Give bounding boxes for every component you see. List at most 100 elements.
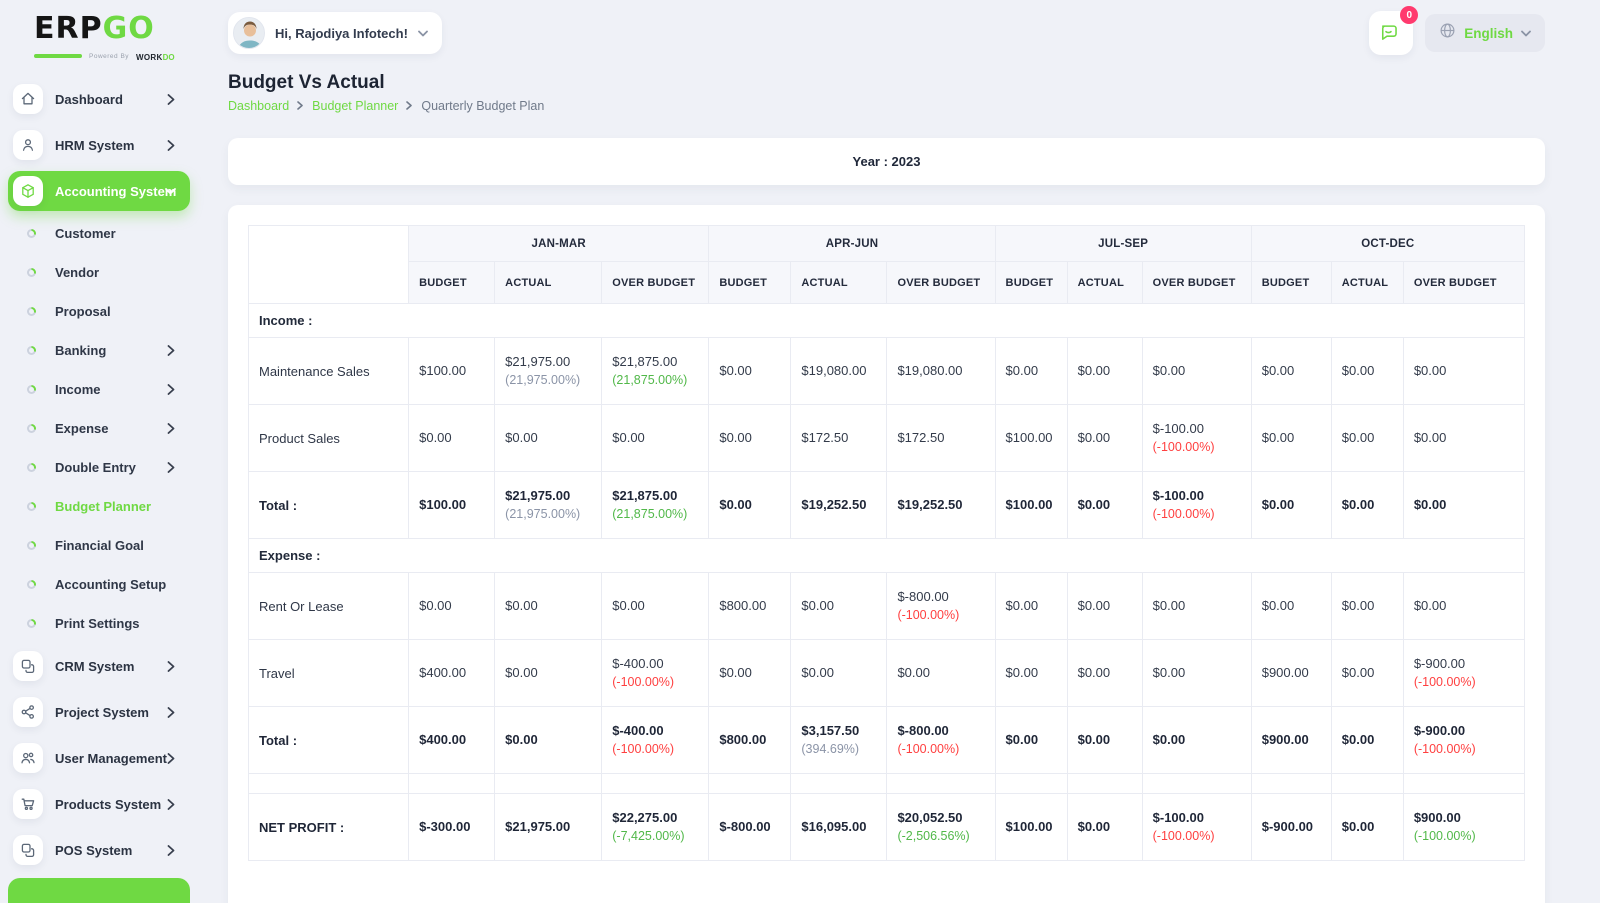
table-cell: $172.50	[886, 404, 996, 472]
sidebar-item-products-system[interactable]: Products System	[0, 781, 200, 827]
table-cell: $0.00	[1330, 793, 1404, 861]
sidebar-item-label: Customer	[55, 226, 116, 241]
table-cell: $21,975.00 (21,975.00%)	[494, 337, 603, 405]
sidebar-item-label: Financial Goal	[55, 538, 144, 553]
cart-icon	[13, 789, 43, 819]
pos-icon	[13, 835, 43, 865]
quarter-header-jul-sep: JUL-SEP	[994, 225, 1252, 262]
sidebar-item-proposal[interactable]: Proposal	[0, 292, 200, 331]
cube-icon	[13, 176, 43, 206]
sidebar-item-label: HRM System	[55, 137, 135, 153]
table-cell: $0.00	[408, 572, 496, 640]
sidebar-item-label: Vendor	[55, 265, 100, 280]
breadcrumb: Dashboard Budget Planner Quarterly Budge…	[228, 99, 1545, 113]
bullet-icon	[27, 619, 36, 628]
table-cell: $0.00	[1066, 572, 1143, 640]
language-selector[interactable]: English	[1425, 14, 1545, 52]
breadcrumb-dashboard[interactable]: Dashboard	[228, 99, 290, 113]
sidebar-item-label: Print Settings	[55, 616, 140, 631]
sidebar-item-crm-system[interactable]: CRM System	[0, 643, 200, 689]
table-cell: $0.00	[1066, 793, 1143, 861]
table-cell: $0.00	[708, 471, 792, 539]
quarter-header-jan-mar: JAN-MAR	[408, 225, 710, 262]
bullet-icon	[27, 229, 36, 238]
sidebar-item-partial[interactable]	[8, 878, 190, 903]
bullet-icon	[27, 463, 36, 472]
sidebar-item-dashboard[interactable]: Dashboard	[0, 76, 200, 122]
sidebar-nav: Dashboard HRM System Accounting System Cust…	[0, 70, 200, 873]
sidebar-item-customer[interactable]: Customer	[0, 214, 200, 253]
chevron-right-icon	[167, 345, 176, 356]
sidebar-item-income[interactable]: Income	[0, 370, 200, 409]
logo-text: ERPGO	[34, 11, 155, 46]
sidebar-item-vendor[interactable]: Vendor	[0, 253, 200, 292]
breadcrumb-budget-planner[interactable]: Budget Planner	[312, 99, 399, 113]
app-logo[interactable]: ERPGO Powered By WORKDO	[0, 0, 200, 70]
table-row-product-sales: Product Sales $0.00 $0.00 $0.00 $0.00 $172.50…	[247, 404, 1526, 472]
table-row-total: Total : $400.00 $0.00 $-400.00 (-100.00%) $80…	[247, 706, 1526, 774]
table-row-travel: Travel $400.00 $0.00 $-400.00 (-100.00%) $0.0…	[247, 639, 1526, 707]
sidebar-item-hrm-system[interactable]: HRM System	[0, 122, 200, 168]
sidebar-item-user-management[interactable]: User Management	[0, 735, 200, 781]
quarter-header-apr-jun: APR-JUN	[708, 225, 996, 262]
sidebar-item-label: Accounting System	[55, 183, 177, 199]
table-cell: $3,157.50 (394.69%)	[790, 706, 888, 774]
spacer-cell	[494, 773, 603, 794]
table-cell: $0.00	[886, 639, 996, 707]
sidebar-item-print-settings[interactable]: Print Settings	[0, 604, 200, 643]
table-cell: $0.00	[1330, 337, 1404, 405]
sidebar-item-banking[interactable]: Banking	[0, 331, 200, 370]
table-cell: $0.00	[1250, 471, 1332, 539]
messages-button[interactable]: 0	[1369, 6, 1419, 55]
table-cell: $19,252.50	[886, 471, 996, 539]
table-cell: $22,275.00 (-7,425.00%)	[601, 793, 710, 861]
table-corner-cell	[247, 225, 410, 304]
chevron-down-icon	[418, 24, 428, 42]
row-label: Total :	[247, 706, 410, 774]
table-cell: $-800.00 (-100.00%)	[886, 572, 996, 640]
table-cell: $900.00 (-100.00%)	[1402, 793, 1526, 861]
bullet-icon	[27, 541, 36, 550]
sidebar-item-label: Income	[55, 382, 101, 397]
sidebar-item-label: Accounting Setup	[55, 577, 167, 592]
user-avatar	[233, 17, 265, 49]
table-cell: $0.00	[1066, 404, 1143, 472]
chevron-right-icon	[167, 660, 176, 672]
sidebar-item-accounting-setup[interactable]: Accounting Setup	[0, 565, 200, 604]
table-cell: $900.00	[1250, 639, 1332, 707]
budget-table-card: JAN-MAR APR-JUN JUL-SEP OCT-DEC BUDGET ACTUAL…	[228, 205, 1545, 903]
sidebar-item-label: POS System	[55, 842, 133, 858]
home-icon	[13, 84, 43, 114]
spacer-cell	[1402, 773, 1526, 794]
sidebar-item-budget-planner[interactable]: Budget Planner	[0, 487, 200, 526]
logo-underline	[34, 54, 82, 58]
spacer-cell	[1141, 773, 1252, 794]
sidebar-item-pos-system[interactable]: POS System	[0, 827, 200, 873]
table-cell: $100.00	[408, 337, 496, 405]
table-cell: $100.00	[408, 471, 496, 539]
sidebar-item-financial-goal[interactable]: Financial Goal	[0, 526, 200, 565]
breadcrumb-current: Quarterly Budget Plan	[421, 99, 545, 113]
column-header-jul-sep-actual: ACTUAL	[1066, 261, 1143, 304]
row-label: Rent Or Lease	[247, 572, 410, 640]
budget-table: JAN-MAR APR-JUN JUL-SEP OCT-DEC BUDGET ACTUAL…	[247, 225, 1526, 861]
table-cell: $0.00	[494, 572, 603, 640]
spacer-cell	[994, 773, 1068, 794]
user-menu-button[interactable]: Hi, Rajodiya Infotech!	[228, 12, 442, 54]
table-cell: $0.00	[1250, 404, 1332, 472]
column-header-jul-sep-over-budget: OVER BUDGET	[1141, 261, 1252, 304]
sidebar-item-project-system[interactable]: Project System	[0, 689, 200, 735]
table-cell: $0.00	[1402, 404, 1526, 472]
table-cell: $0.00	[601, 404, 710, 472]
table-cell: $-100.00 (-100.00%)	[1141, 404, 1252, 472]
table-cell: $-100.00 (-100.00%)	[1141, 793, 1252, 861]
sidebar-item-double-entry[interactable]: Double Entry	[0, 448, 200, 487]
bullet-icon	[27, 385, 36, 394]
table-cell: $800.00	[708, 706, 792, 774]
sidebar-item-expense[interactable]: Expense	[0, 409, 200, 448]
column-header-jan-mar-over-budget: OVER BUDGET	[601, 261, 710, 304]
section-label: Expense :	[248, 538, 1525, 573]
sidebar-item-accounting-system[interactable]: Accounting System	[0, 168, 200, 214]
table-row-rent-or-lease: Rent Or Lease $0.00 $0.00 $0.00 $800.00 $0.00…	[247, 572, 1526, 640]
chevron-down-icon	[165, 187, 176, 196]
